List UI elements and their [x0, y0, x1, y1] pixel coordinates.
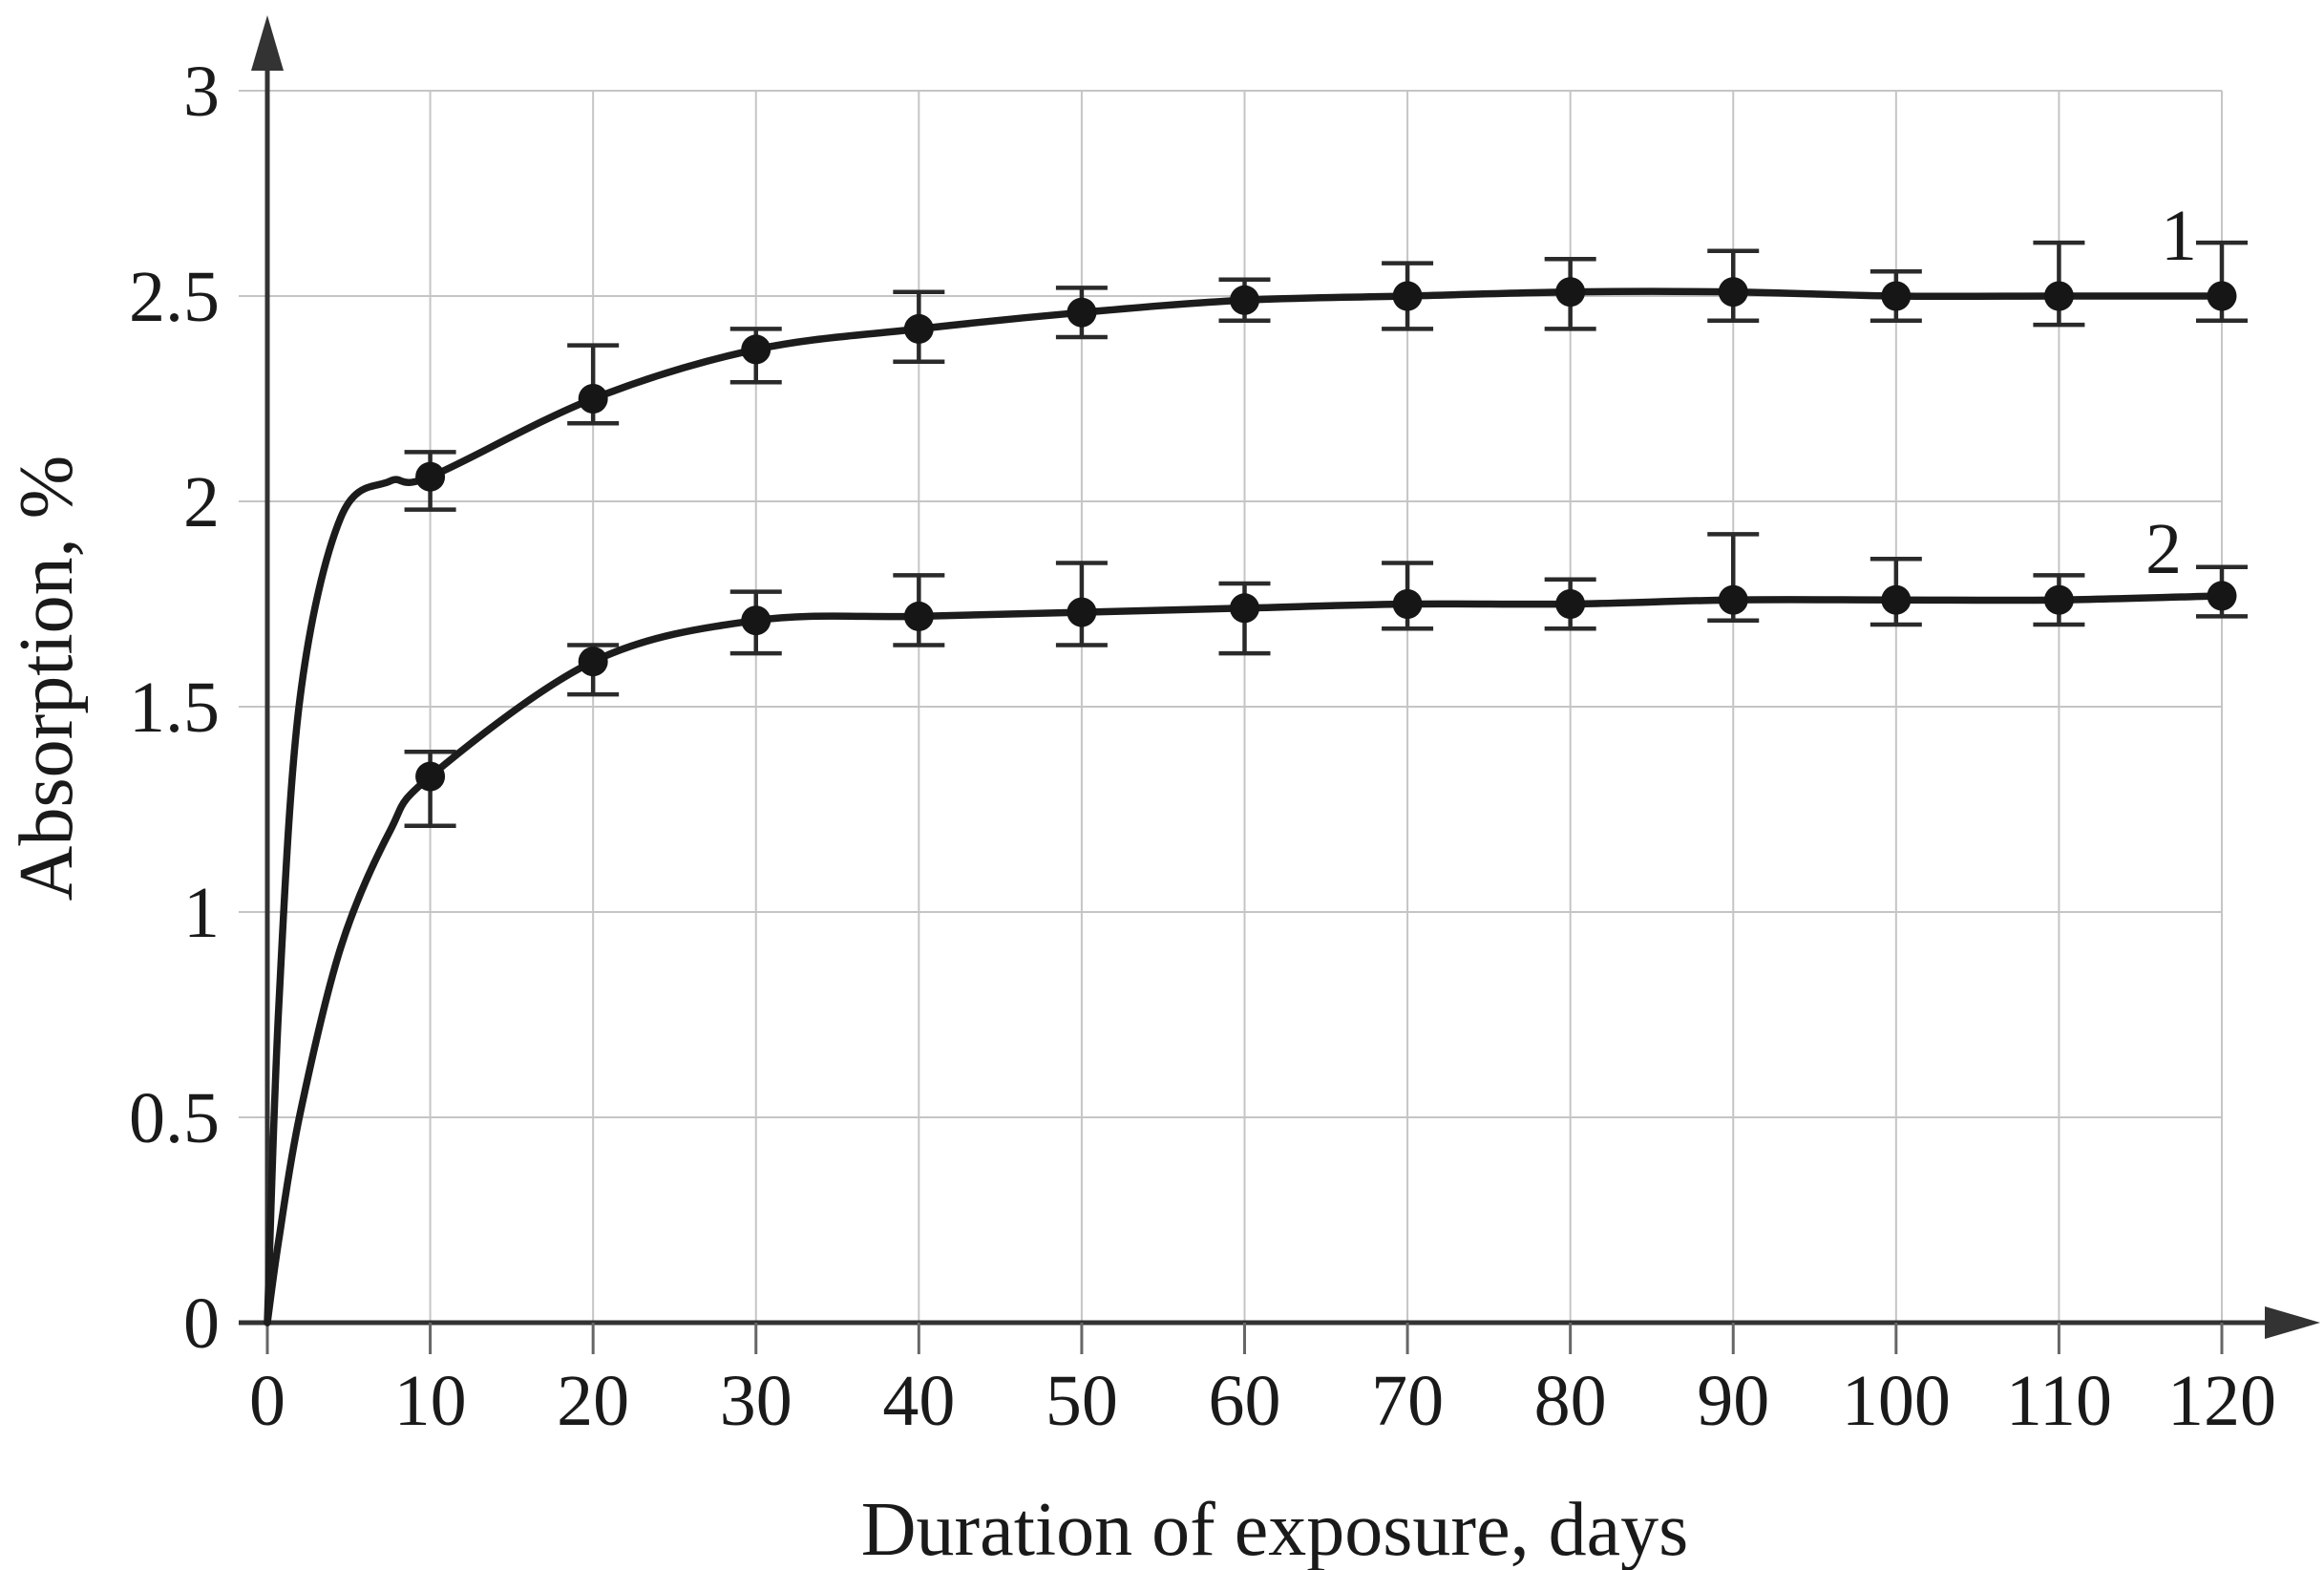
y-tick-label: 1.5	[129, 668, 220, 748]
curve-2-point	[1555, 589, 1586, 619]
y-tick-label: 3	[183, 52, 220, 132]
x-tick-label: 60	[1209, 1361, 1281, 1441]
curve-2-label: 2	[2145, 509, 2182, 589]
curve-2-point	[578, 647, 608, 677]
curve-2-point	[1718, 584, 1748, 615]
x-tick-label: 70	[1371, 1361, 1444, 1441]
y-axis-title: Absorption, %	[5, 456, 89, 902]
curve-1-label: 1	[2161, 196, 2197, 276]
tick-label-layer: 0 10 20 30 40 50 60 70 80 90 100 110 120 0 0.5 1 1.5 2 2.5…	[129, 52, 2276, 1441]
curve-1-point	[1230, 285, 1259, 315]
x-tick-label: 100	[1842, 1361, 1951, 1441]
curve-2-point	[741, 605, 771, 636]
curve-2-point	[415, 761, 446, 792]
y-tick-label: 1	[183, 873, 220, 953]
x-tick-label: 50	[1046, 1361, 1118, 1441]
curve-1-point	[1392, 281, 1423, 311]
y-tick-label: 0	[183, 1284, 220, 1364]
curve-1-point	[578, 384, 608, 414]
curve-1-point	[1881, 281, 1912, 311]
x-tick-label: 10	[394, 1361, 467, 1441]
x-tick-label: 20	[557, 1361, 629, 1441]
curve-2-point	[1881, 584, 1912, 615]
curve-1-point	[903, 313, 934, 344]
x-tick-label: 110	[2006, 1361, 2112, 1441]
y-axis-arrowhead	[251, 15, 284, 71]
y-tick-label: 2	[183, 462, 220, 542]
curve-1-point	[1555, 277, 1586, 308]
x-axis-title: Duration of exposure, days	[861, 1488, 1688, 1570]
errorbar-layer	[404, 240, 2248, 828]
curve-1-point	[1718, 277, 1748, 308]
x-axis-arrowhead	[2265, 1306, 2320, 1339]
curve-1-point	[2043, 281, 2074, 311]
x-tick-label: 0	[249, 1361, 285, 1441]
y-tick-label: 0.5	[129, 1078, 220, 1158]
curve-1-point	[415, 461, 446, 492]
x-tick-label: 90	[1697, 1361, 1769, 1441]
curve-2-point	[1392, 589, 1423, 619]
x-tick-label: 120	[2167, 1361, 2276, 1441]
x-tick-label: 40	[882, 1361, 955, 1441]
curve-2-point	[903, 601, 934, 631]
curve-1-point	[1067, 297, 1097, 328]
grid-layer	[239, 90, 2223, 1323]
curve-2-point	[2207, 581, 2237, 611]
axes-layer	[239, 15, 2320, 1354]
curve-2-point	[1230, 593, 1259, 624]
curve-1-point	[741, 334, 771, 365]
marker-layer	[415, 277, 2237, 792]
x-tick-label: 80	[1534, 1361, 1607, 1441]
curve-2-point	[2043, 584, 2074, 615]
curve-2-path	[264, 592, 2226, 1326]
curve-2-point	[1067, 597, 1097, 627]
y-tick-label: 2.5	[129, 257, 220, 337]
curve-1-point	[2207, 281, 2237, 311]
x-tick-label: 30	[720, 1361, 792, 1441]
